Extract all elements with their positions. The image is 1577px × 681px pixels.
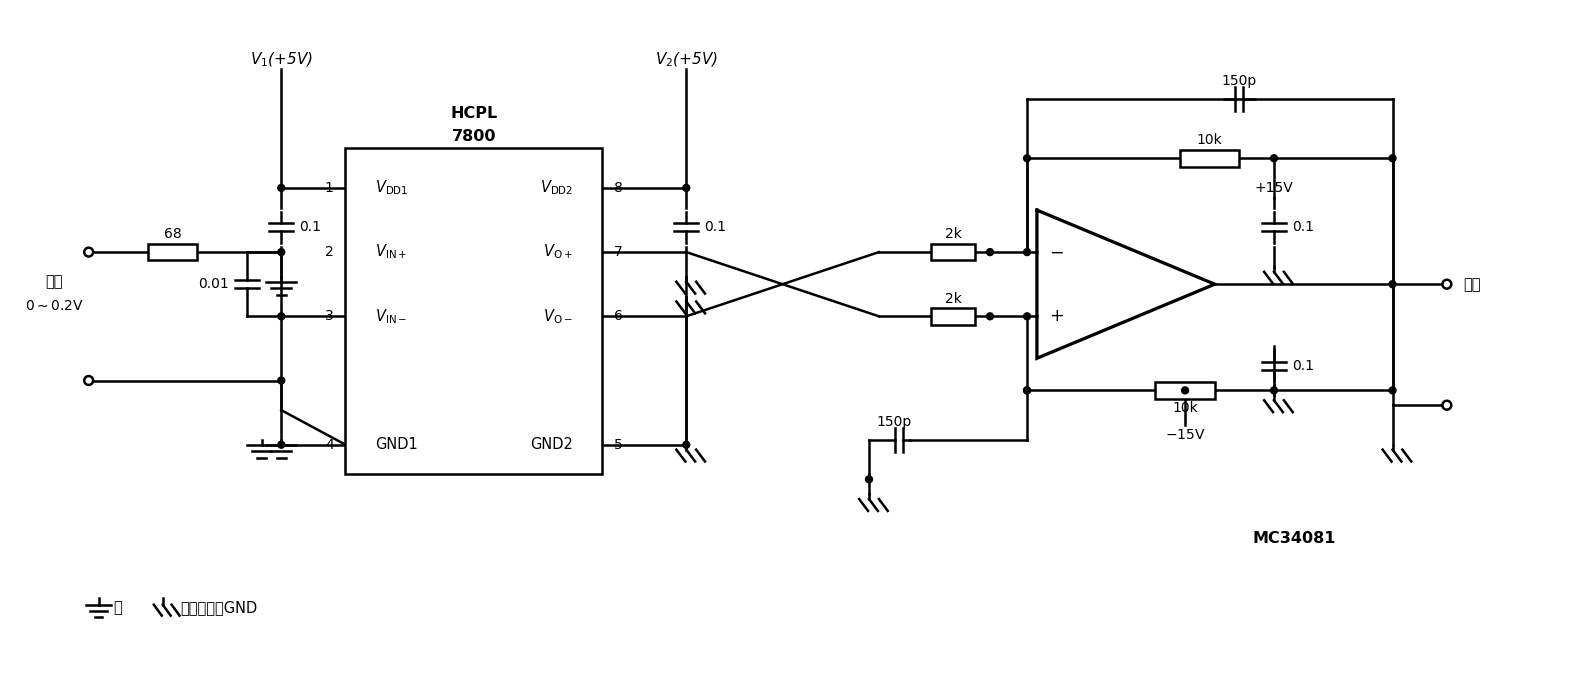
Circle shape bbox=[278, 313, 285, 320]
Text: 1: 1 bbox=[325, 181, 334, 195]
Circle shape bbox=[987, 249, 994, 255]
Circle shape bbox=[1023, 387, 1030, 394]
Text: 0$\sim$0.2V: 0$\sim$0.2V bbox=[25, 300, 84, 313]
Text: 表示不同的GND: 表示不同的GND bbox=[180, 600, 257, 615]
Bar bbox=[148, 244, 197, 261]
Circle shape bbox=[1023, 249, 1030, 255]
Circle shape bbox=[1023, 155, 1030, 161]
Text: GND1: GND1 bbox=[375, 437, 418, 452]
Bar bbox=[345, 148, 602, 475]
Text: 68: 68 bbox=[164, 227, 181, 241]
Text: $V_{\rm IN-}$: $V_{\rm IN-}$ bbox=[375, 307, 407, 326]
Bar bbox=[930, 308, 975, 325]
Bar bbox=[1156, 382, 1214, 399]
Circle shape bbox=[1443, 280, 1451, 289]
Text: 7800: 7800 bbox=[451, 129, 497, 144]
Text: HCPL: HCPL bbox=[451, 106, 497, 121]
Circle shape bbox=[278, 185, 285, 191]
Text: 5: 5 bbox=[613, 438, 623, 452]
Text: 0.1: 0.1 bbox=[703, 221, 725, 234]
Text: 与: 与 bbox=[114, 600, 121, 615]
Circle shape bbox=[683, 185, 689, 191]
Text: 0.01: 0.01 bbox=[199, 277, 229, 291]
Circle shape bbox=[1389, 387, 1396, 394]
Circle shape bbox=[1271, 155, 1277, 161]
Text: $V_{\rm IN+}$: $V_{\rm IN+}$ bbox=[375, 242, 407, 262]
Text: 0.1: 0.1 bbox=[1292, 359, 1314, 373]
Text: $V_{\rm O+}$: $V_{\rm O+}$ bbox=[542, 242, 572, 262]
Text: GND2: GND2 bbox=[530, 437, 572, 452]
Text: 2k: 2k bbox=[945, 227, 962, 241]
Circle shape bbox=[1271, 387, 1277, 394]
Text: 2: 2 bbox=[325, 245, 334, 259]
Text: 输出: 输出 bbox=[1463, 276, 1481, 291]
Text: $V_2$(+5V): $V_2$(+5V) bbox=[654, 50, 718, 69]
Text: 2k: 2k bbox=[945, 291, 962, 306]
Circle shape bbox=[278, 249, 285, 255]
Text: 8: 8 bbox=[613, 181, 623, 195]
Text: 10k: 10k bbox=[1197, 133, 1222, 148]
Text: $+$: $+$ bbox=[1049, 307, 1064, 326]
Circle shape bbox=[1443, 400, 1451, 410]
Text: MC34081: MC34081 bbox=[1252, 531, 1336, 546]
Text: $V_{\rm DD1}$: $V_{\rm DD1}$ bbox=[375, 178, 408, 197]
Bar bbox=[1180, 150, 1240, 167]
Circle shape bbox=[683, 441, 689, 448]
Circle shape bbox=[278, 441, 285, 448]
Text: 10k: 10k bbox=[1172, 401, 1199, 415]
Circle shape bbox=[1389, 155, 1396, 161]
Circle shape bbox=[1181, 387, 1189, 394]
Text: 0.1: 0.1 bbox=[1292, 221, 1314, 234]
Circle shape bbox=[987, 313, 994, 320]
Text: $-$: $-$ bbox=[1049, 243, 1064, 261]
Circle shape bbox=[84, 376, 93, 385]
Circle shape bbox=[1023, 387, 1030, 394]
Text: 3: 3 bbox=[325, 309, 334, 323]
Text: 4: 4 bbox=[325, 438, 334, 452]
Text: 150p: 150p bbox=[1222, 74, 1257, 89]
Text: 0.1: 0.1 bbox=[300, 221, 322, 234]
Text: 7: 7 bbox=[613, 245, 623, 259]
Text: $V_{\rm DD2}$: $V_{\rm DD2}$ bbox=[539, 178, 572, 197]
Circle shape bbox=[278, 377, 285, 384]
Text: 150p: 150p bbox=[877, 415, 912, 429]
Text: 6: 6 bbox=[613, 309, 623, 323]
Text: $V_1$(+5V): $V_1$(+5V) bbox=[249, 50, 312, 69]
Text: $-$15V: $-$15V bbox=[1165, 428, 1205, 442]
Circle shape bbox=[1389, 281, 1396, 287]
Circle shape bbox=[866, 476, 872, 483]
Text: 输入: 输入 bbox=[46, 274, 63, 289]
Circle shape bbox=[84, 248, 93, 257]
Bar bbox=[930, 244, 975, 261]
Circle shape bbox=[1023, 313, 1030, 320]
Text: $V_{\rm O-}$: $V_{\rm O-}$ bbox=[542, 307, 572, 326]
Text: +15V: +15V bbox=[1255, 181, 1293, 195]
